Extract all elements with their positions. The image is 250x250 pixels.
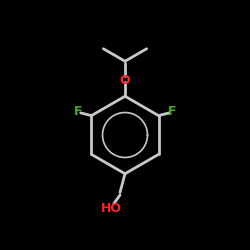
Text: O: O (120, 74, 130, 86)
Text: HO: HO (101, 202, 122, 215)
Text: F: F (168, 106, 176, 118)
Text: F: F (74, 106, 82, 118)
